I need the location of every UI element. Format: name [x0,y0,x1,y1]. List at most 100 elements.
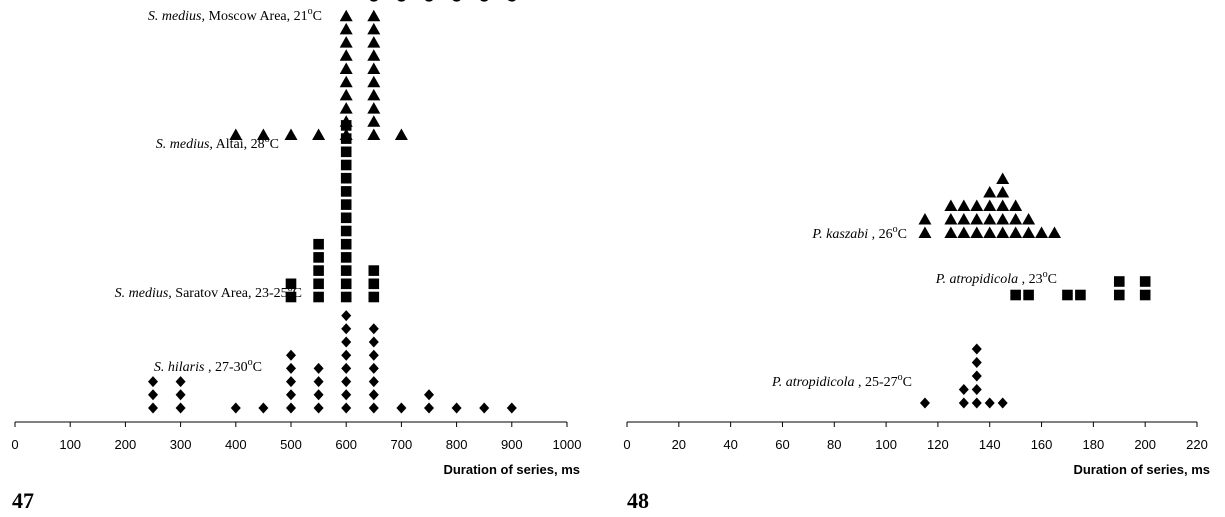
square-point [1075,289,1086,301]
triangle-point [970,226,984,238]
diamond-point [424,402,434,414]
triangle-point [983,213,997,225]
series-label-details: , 25-27 [854,375,897,390]
x-tick-label: 200 [115,437,137,452]
series-label-unit: C [270,137,279,152]
diamond-point [506,402,517,414]
diamond-point [368,402,379,414]
square-point [1062,289,1073,301]
triangle-point [1022,226,1036,238]
triangle-point [944,213,958,225]
diamond-point [341,389,352,401]
square-point [1010,289,1021,301]
square-point [340,278,352,290]
triangle-point [367,115,381,127]
x-tick-label: 200 [1134,437,1156,452]
square-point [1139,289,1151,301]
triangle-point [339,115,353,127]
x-tick-label: 700 [391,437,413,452]
series-label-species: S. medius, [148,9,205,24]
series-label-details: , 26 [868,227,893,242]
degree-symbol: o [265,134,270,145]
diamond-point [997,397,1008,409]
diamond-point [971,370,982,382]
diamond-point [971,343,982,355]
diamond-point [341,323,352,335]
series-label: S. medius, Moscow Area, 21oC [148,6,322,24]
x-tick-label: 80 [827,437,841,452]
triangle-point [367,22,381,35]
series-label: P. atropidicola , 25-27oC [771,372,912,390]
chart-48: 0 20 40 60 80 100 120 140 160 180 200 220 Duration o… [623,172,1210,513]
diamond-point [175,402,186,414]
triangle-point [229,128,243,140]
square-point [340,265,352,276]
triangle-point [367,102,381,114]
series-label-species: P. atropidicola [771,375,854,390]
degree-symbol: o [893,224,898,235]
triangle-point [339,49,353,61]
triangle-point [983,199,997,211]
square-point [340,225,352,237]
diamond-point [148,389,158,401]
chart-47: 0 100 200 300 400 500 600 700 800 900 1000 Duration… [11,0,581,513]
diamond-point [313,389,324,401]
x-tick-label: 160 [1031,437,1053,452]
diamond-point [341,310,352,322]
square-point [313,278,324,290]
square-point [340,199,352,210]
triangle-point [339,102,353,114]
diamond-point [258,402,269,414]
triangle-point [339,75,353,88]
diamond-point [313,376,324,388]
triangle-point [367,75,381,88]
x-tick-label: 1000 [553,437,582,452]
diamond-point [313,362,324,374]
square-point [340,291,352,303]
diamond-point [958,397,969,409]
series-label: S. hilaris , 27-30oC [154,357,262,375]
x-tick-label: 500 [280,437,302,452]
diamond-point [919,397,930,409]
triangle-point [339,9,353,22]
square-point [313,265,324,276]
diamond-point [286,389,296,401]
diamond-point [958,384,969,395]
diamond-point [984,397,995,409]
x-tick-label: 180 [1083,437,1105,452]
square-point [285,291,297,303]
triangle-point [367,128,381,140]
series-triangle [918,172,1061,238]
triangle-point [957,226,971,238]
series-label-species: P. kaszabi [811,227,868,242]
series-triangle [229,9,408,140]
diamond-point [971,397,982,409]
diamond-point [230,402,241,414]
degree-symbol: o [248,357,253,368]
triangle-point [1022,213,1036,225]
square-point [1113,289,1125,301]
series-label: P. kaszabi , 26oC [811,224,907,242]
triangle-point [339,88,353,101]
series-label-unit: C [313,9,322,24]
triangle-point [367,49,381,61]
degree-symbol: o [1043,269,1048,280]
triangle-point [944,199,958,211]
series-label-species: S. medius, [156,137,213,152]
diamond-point [286,376,296,388]
triangle-point [367,88,381,101]
series-square [1010,276,1151,301]
circle-point [452,0,461,2]
diamond-point [341,402,352,414]
series-label-unit: C [253,360,262,375]
series-label-unit: C [293,286,302,301]
x-tick-label: 100 [59,437,81,452]
x-tick-label: 40 [723,437,737,452]
diamond-point [175,389,186,401]
series-label-details: , 23 [1018,272,1043,287]
triangle-point [1009,226,1023,238]
circle-point [425,0,433,2]
circle-point [369,0,378,2]
square-point [1139,276,1151,287]
circle-point [397,0,406,2]
